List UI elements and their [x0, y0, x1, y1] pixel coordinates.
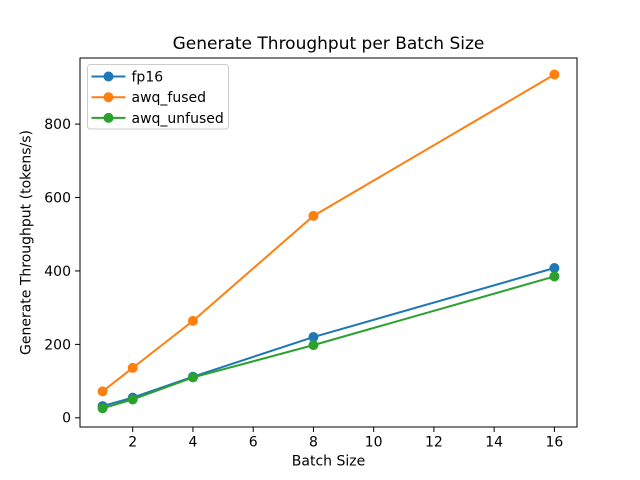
- legend-entry-fp16: fp16: [91, 69, 164, 85]
- legend-marker: [103, 92, 114, 103]
- x-axis-label: Batch Size: [292, 454, 365, 470]
- x-tick-label: 10: [365, 435, 383, 451]
- legend-entry-awq_unfused: awq_unfused: [91, 111, 224, 127]
- series-layer: [97, 69, 560, 414]
- series-awq_unfused: [97, 271, 560, 414]
- legend-frame: [87, 64, 229, 130]
- legend-marker: [103, 112, 114, 123]
- legend: fp16 awq_fused awq_unfused: [87, 64, 229, 130]
- y-axis-ticks: 0 200 400 600 800: [44, 117, 80, 427]
- x-tick-label: 4: [188, 435, 197, 451]
- data-point-awq_fused: [187, 315, 198, 326]
- axes-spines: [79, 57, 578, 428]
- legend-marker: [103, 71, 114, 82]
- x-tick-label: 8: [309, 435, 318, 451]
- series-fp16: [97, 263, 560, 412]
- chart-title: Generate Throughput per Batch Size: [173, 34, 485, 54]
- data-point-awq_unfused: [97, 403, 108, 414]
- x-tick-label: 6: [249, 435, 258, 451]
- x-tick-label: 12: [425, 435, 443, 451]
- y-tick-label: 200: [44, 337, 71, 353]
- x-tick-label: 16: [545, 435, 563, 451]
- data-point-fp16: [308, 332, 319, 343]
- legend-entry-awq_fused: awq_fused: [91, 90, 207, 106]
- legend-label-awq_unfused: awq_unfused: [132, 111, 224, 127]
- data-point-awq_unfused: [308, 340, 319, 351]
- x-axis-ticks: 2 4 6 8 10 12 14 16: [128, 427, 563, 451]
- data-point-awq_unfused: [127, 394, 138, 405]
- data-point-awq_fused: [549, 69, 560, 80]
- y-tick-label: 0: [62, 411, 71, 427]
- data-point-awq_unfused: [187, 372, 198, 383]
- data-point-fp16: [549, 263, 560, 274]
- data-point-awq_unfused: [549, 271, 560, 282]
- series-line-awq_unfused: [102, 275, 555, 410]
- legend-label-fp16: fp16: [132, 69, 164, 85]
- y-tick-label: 400: [44, 264, 71, 280]
- data-point-awq_fused: [97, 386, 108, 397]
- x-tick-label: 2: [128, 435, 137, 451]
- series-awq_fused: [97, 69, 560, 397]
- y-tick-label: 600: [44, 190, 71, 206]
- data-point-awq_fused: [127, 362, 138, 373]
- x-tick-label: 14: [485, 435, 503, 451]
- y-axis-label: Generate Throughput (tokens/s): [19, 130, 35, 355]
- y-tick-label: 800: [44, 117, 71, 133]
- data-point-awq_fused: [308, 210, 319, 221]
- plot-frame: [79, 57, 578, 428]
- legend-label-awq_fused: awq_fused: [132, 90, 207, 106]
